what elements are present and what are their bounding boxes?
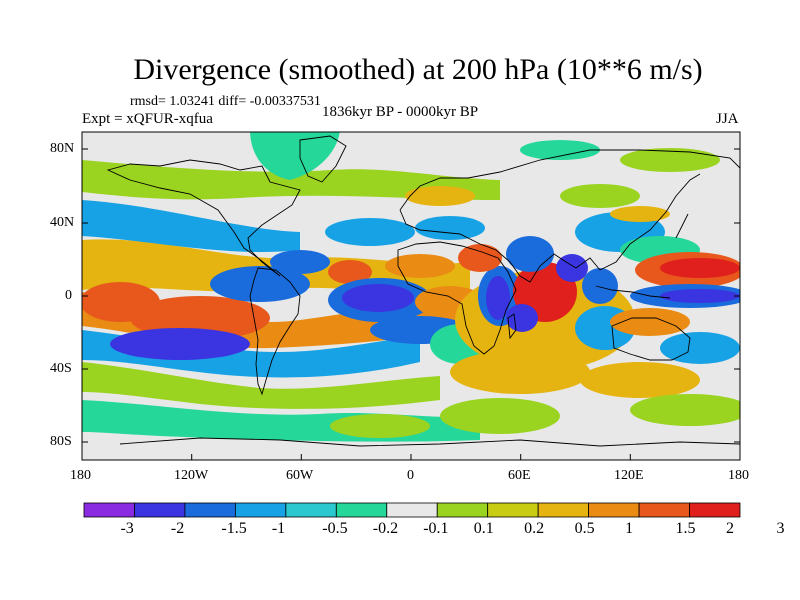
colorbar-swatch xyxy=(134,502,186,518)
field-cell xyxy=(440,398,560,434)
coastlines xyxy=(106,135,740,447)
field-cell xyxy=(610,308,690,336)
colorbar-swatch xyxy=(234,502,287,518)
lon-label: 180 xyxy=(728,468,749,483)
field-cell xyxy=(330,414,430,438)
colorbar-label: -0.1 xyxy=(423,520,449,537)
field-cell xyxy=(458,244,502,272)
field-cell xyxy=(580,362,700,398)
field-cell xyxy=(450,350,590,394)
colorbar-label: 0.1 xyxy=(473,520,494,537)
field-cell xyxy=(342,284,414,312)
south-america-coast xyxy=(249,267,301,396)
colorbar-swatch xyxy=(487,502,539,518)
colorbar-label: -0.5 xyxy=(322,520,348,537)
colorbar-label: -0.2 xyxy=(372,520,399,537)
field-cell xyxy=(520,140,600,160)
field-cell xyxy=(385,254,455,278)
colorbar-swatch xyxy=(689,502,741,518)
lat-label: 0 xyxy=(65,288,72,303)
field-cell xyxy=(405,186,475,206)
lon-label: 120E xyxy=(614,468,644,483)
colorbar-swatch xyxy=(335,502,388,518)
field-cell xyxy=(210,266,310,302)
field-cell xyxy=(270,250,330,274)
madagascar-coast xyxy=(507,313,517,340)
map-field xyxy=(82,132,740,460)
field-cell xyxy=(506,236,554,272)
colorbar-label: 2 xyxy=(726,520,734,537)
field-cell xyxy=(486,276,510,320)
colorbar-swatch xyxy=(638,502,690,518)
eurasia-coast-north xyxy=(399,149,740,211)
field-cell xyxy=(506,304,538,332)
colorbar-label: -3 xyxy=(120,520,134,537)
antarctica-coast xyxy=(119,437,740,447)
lat-label: 40N xyxy=(50,215,75,230)
lon-label: 180 xyxy=(70,468,91,483)
experiment-label: Expt = xQFUR-xqfua xyxy=(82,111,213,127)
period-label: 1836kyr BP - 0000kyr BP xyxy=(322,104,479,120)
colorbar-swatch xyxy=(436,502,489,518)
field-band xyxy=(250,132,340,180)
colorbar-swatch xyxy=(537,502,590,518)
field-cell xyxy=(415,216,485,240)
field-cell xyxy=(560,184,640,208)
australia-coast xyxy=(611,317,691,361)
field-cell xyxy=(660,258,740,278)
indonesia-coast xyxy=(595,285,671,299)
lat-label: 40S xyxy=(50,361,72,376)
colorbar-label: 1.5 xyxy=(675,520,696,537)
africa-coast xyxy=(397,241,517,355)
field-band xyxy=(82,160,500,200)
colorbar-label: 1 xyxy=(625,520,634,537)
season-label: JJA xyxy=(716,111,739,127)
stats-line: rmsd= 1.03241 diff= -0.00337531 xyxy=(130,94,321,109)
colorbar-swatch xyxy=(83,502,135,518)
eurasia-coast-south xyxy=(399,173,701,283)
japan-coast xyxy=(675,213,689,239)
field-cell xyxy=(610,206,670,222)
axis-ticks xyxy=(81,148,741,460)
colorbar-label: 0.2 xyxy=(524,520,545,537)
greenland-coast xyxy=(299,135,347,183)
lon-label: 120W xyxy=(174,468,209,483)
colorbar-label: -1 xyxy=(271,520,286,537)
field-cell xyxy=(660,289,740,303)
field-band xyxy=(82,362,440,409)
colorbar-swatch xyxy=(285,502,337,518)
field-cell xyxy=(325,218,415,246)
lon-label: 60E xyxy=(508,468,531,483)
lon-label: 0 xyxy=(407,468,414,483)
lat-label: 80S xyxy=(50,434,72,449)
colorbar-label: 3 xyxy=(776,520,785,537)
field-cell xyxy=(328,260,372,284)
plot-title: Divergence (smoothed) at 200 hPa (10**6 … xyxy=(133,53,703,86)
colorbar-swatch xyxy=(588,502,640,518)
field-cell xyxy=(620,148,720,172)
colorbar-swatch xyxy=(184,502,236,518)
lat-label: 80N xyxy=(50,141,75,156)
colorbar-label: -2 xyxy=(170,520,185,537)
colorbar-label: 0.5 xyxy=(574,520,595,537)
field-cell xyxy=(100,408,220,432)
lon-label: 60W xyxy=(286,468,314,483)
field-cell xyxy=(660,332,740,364)
field-cell xyxy=(630,394,740,426)
north-america-coast xyxy=(106,159,301,277)
field-cell xyxy=(582,268,618,304)
colorbar-swatch xyxy=(386,502,438,518)
colorbar xyxy=(83,502,741,518)
field-cell xyxy=(110,328,250,360)
colorbar-label: -1.5 xyxy=(221,520,247,537)
field-band xyxy=(82,200,300,253)
